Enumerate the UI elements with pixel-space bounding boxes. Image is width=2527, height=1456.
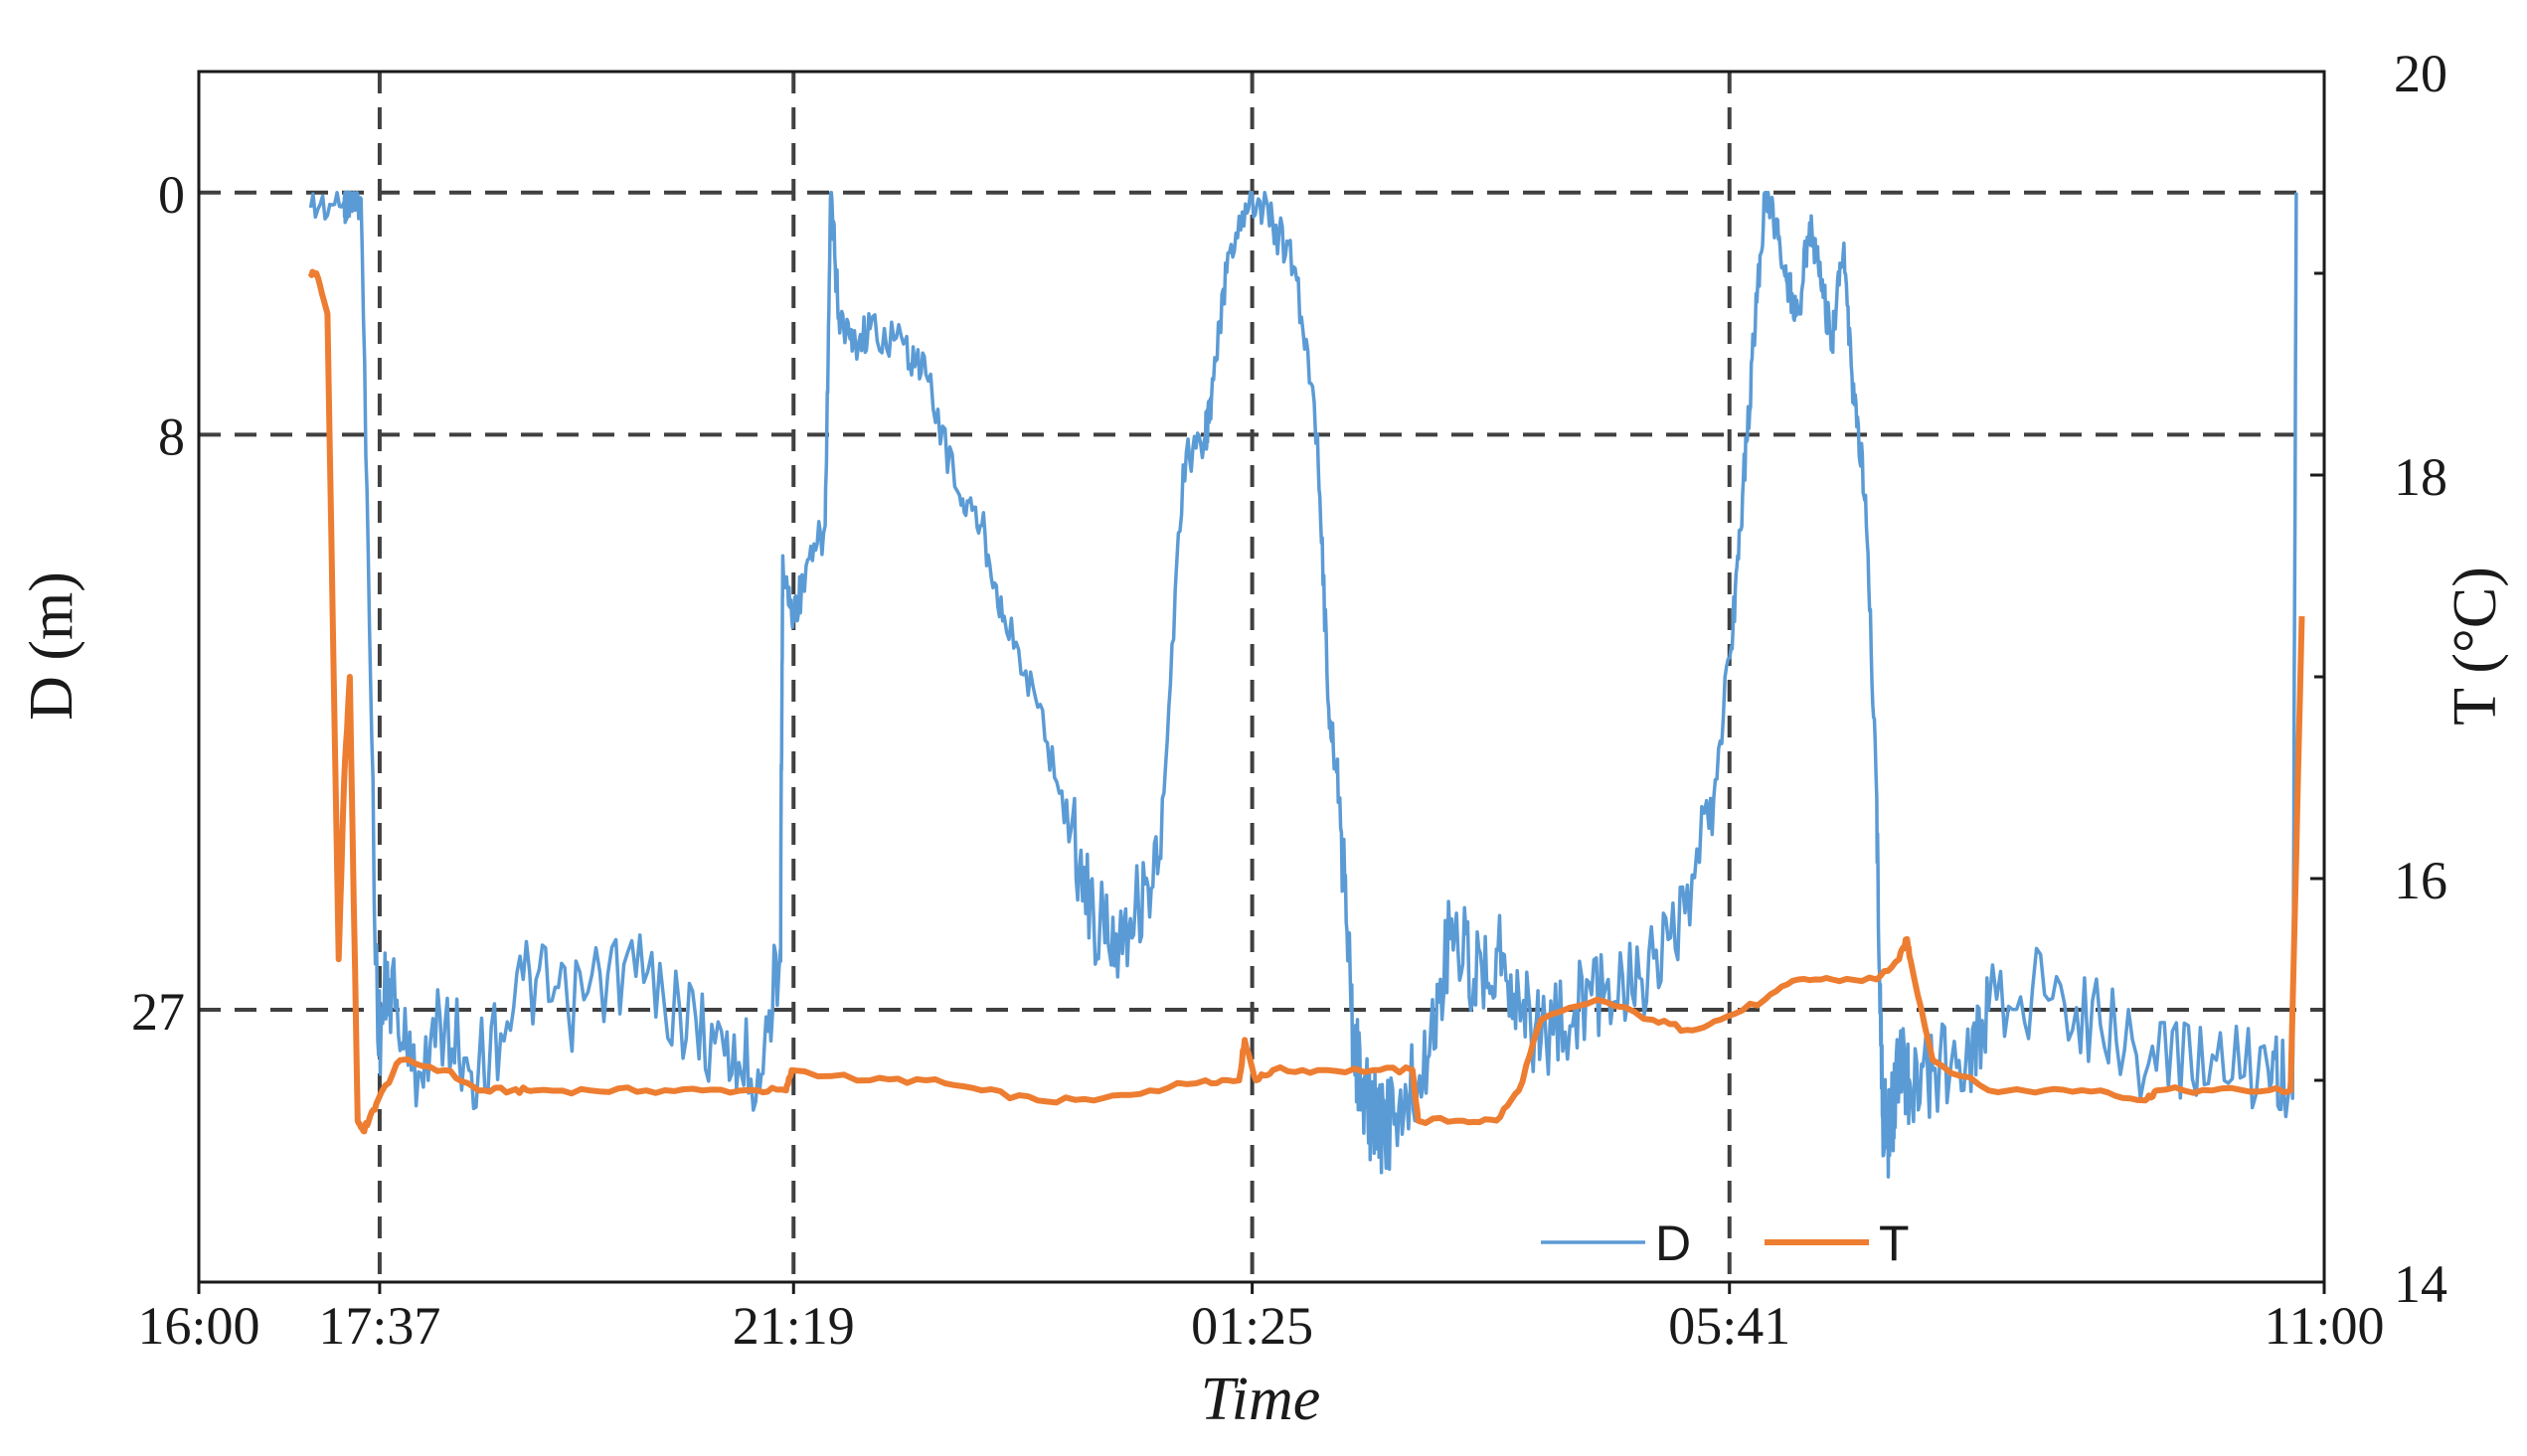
right-axis: 14 16 18 20 — [2310, 44, 2447, 1314]
legend-label-T: T — [1879, 1215, 1910, 1271]
right-tick-label: 18 — [2394, 447, 2447, 507]
y-axis-right-label: T (°C) — [2442, 566, 2509, 726]
series-line-T — [307, 268, 2305, 1135]
x-tick-label: 17:37 — [318, 1296, 440, 1356]
legend-label-D: D — [1655, 1215, 1691, 1271]
series-line-D — [308, 191, 2298, 1179]
x-tick-label: 11:00 — [2265, 1296, 2385, 1356]
left-axis: 0 8 27 — [131, 165, 185, 1042]
x-axis-label: Time — [1201, 1366, 1321, 1433]
x-tick-label: 01:25 — [1191, 1296, 1313, 1356]
x-tick-label: 21:19 — [733, 1296, 855, 1356]
x-axis: 16:00 17:37 21:19 01:25 05:41 11:00 — [137, 1282, 2385, 1356]
series-layer — [307, 191, 2305, 1179]
x-tick-label: 05:41 — [1668, 1296, 1790, 1356]
right-tick-label: 20 — [2394, 44, 2447, 103]
y-axis-left-label-text: D (m) — [18, 571, 85, 721]
left-tick-label: 8 — [158, 406, 185, 466]
x-tick-label: 16:00 — [137, 1296, 259, 1356]
right-tick-label: 14 — [2394, 1254, 2447, 1314]
left-tick-label: 0 — [158, 165, 185, 225]
guide-lines — [199, 72, 2324, 1282]
right-tick-label: 16 — [2394, 851, 2447, 910]
y-axis-left-label: D (m) — [18, 571, 85, 721]
left-tick-label: 27 — [131, 982, 185, 1042]
y-axis-right-label-text: T (°C) — [2442, 566, 2509, 726]
